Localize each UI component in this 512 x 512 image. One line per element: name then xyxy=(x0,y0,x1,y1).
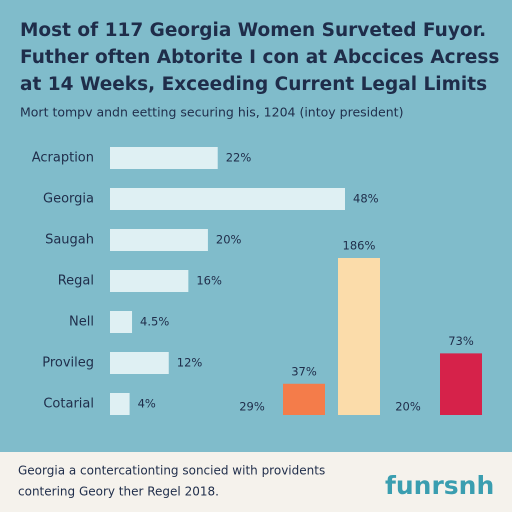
background xyxy=(0,0,512,452)
value-label: 186% xyxy=(343,239,376,253)
category-label: Cotarial xyxy=(43,397,94,412)
bar xyxy=(110,147,218,169)
title-line: at 14 Weeks, Exceeding Current Legal Lim… xyxy=(20,74,487,95)
bar xyxy=(283,383,325,415)
value-label: 22% xyxy=(226,151,252,165)
annotation: 20% xyxy=(395,400,421,414)
bar xyxy=(338,258,380,415)
subtitle: Mort tompv andn eetting securing his, 12… xyxy=(20,105,403,120)
bar xyxy=(110,229,208,251)
category-label: Nell xyxy=(69,315,94,330)
value-label: 37% xyxy=(291,364,317,378)
logo: funrsnh xyxy=(385,471,494,500)
bar xyxy=(110,352,169,374)
category-label: Regal xyxy=(58,274,94,289)
title-line: Futher often Abtorite I con at Abccices … xyxy=(20,47,499,68)
bar xyxy=(110,270,189,292)
value-label: 4.5% xyxy=(140,315,169,329)
title-line: Most of 117 Georgia Women Surveted Fuyor… xyxy=(20,20,486,41)
value-label: 20% xyxy=(216,233,242,247)
value-label: 12% xyxy=(177,356,203,370)
footer-panel xyxy=(0,452,512,512)
footer-text: contering Geory ther Regel 2018. xyxy=(18,485,219,499)
category-label: Saugah xyxy=(45,233,94,248)
value-label: 16% xyxy=(196,274,222,288)
value-label: 48% xyxy=(353,192,379,206)
annotation: 29% xyxy=(239,400,265,414)
footer-text: Georgia a contercationting soncied with … xyxy=(18,464,325,478)
category-label: Provileg xyxy=(42,356,94,371)
bar xyxy=(110,393,130,415)
value-label: 73% xyxy=(448,334,474,348)
bar xyxy=(440,353,482,415)
bar xyxy=(110,188,345,210)
category-label: Acraption xyxy=(32,151,94,166)
bar xyxy=(110,311,133,333)
value-label: 4% xyxy=(138,397,156,411)
category-label: Georgia xyxy=(43,192,94,207)
